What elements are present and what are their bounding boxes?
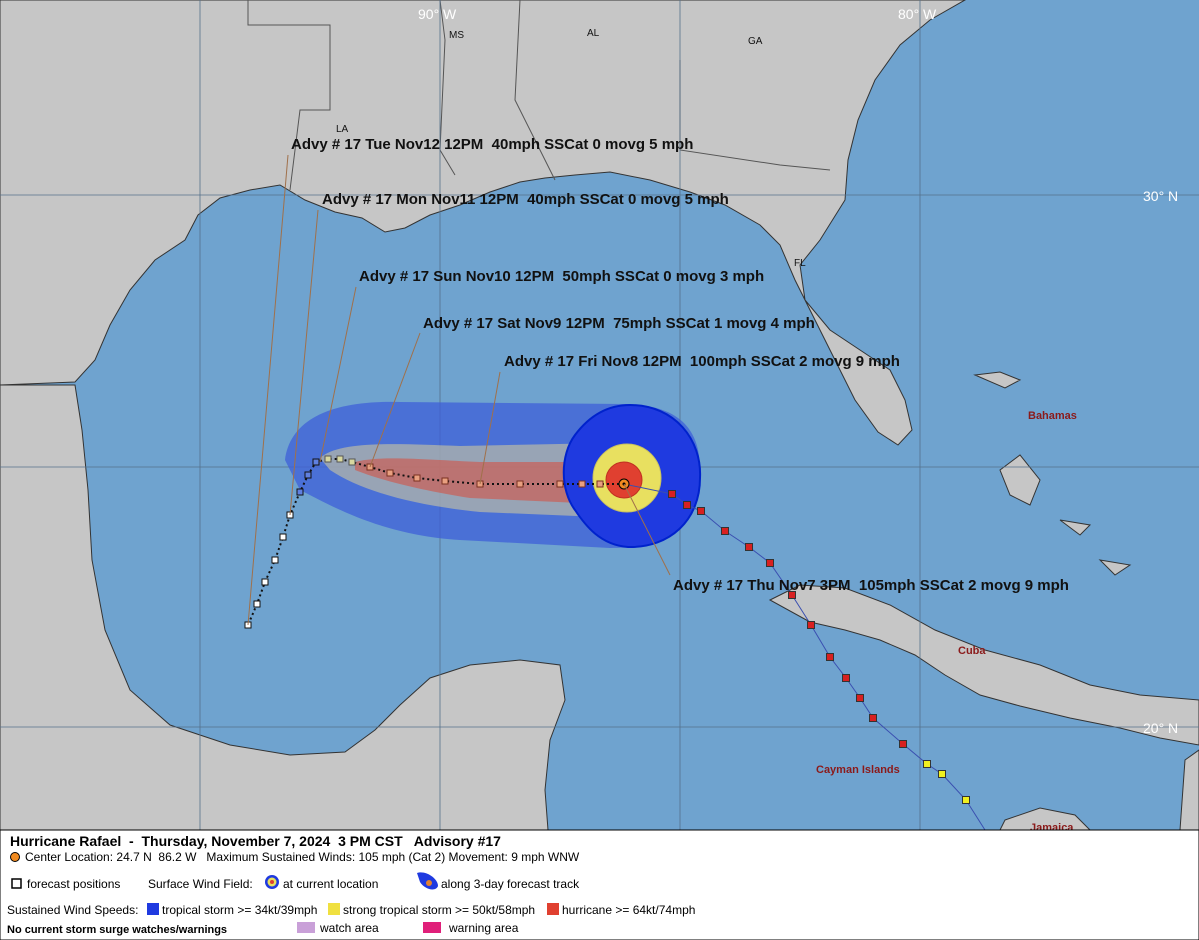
forecast-position xyxy=(279,533,287,541)
legend-panel xyxy=(0,829,1199,940)
lon-label: 80° W xyxy=(898,6,937,22)
hispaniola xyxy=(1179,749,1199,831)
lat-label: 30° N xyxy=(1143,188,1178,204)
past-position xyxy=(683,501,691,509)
legend-swatch xyxy=(547,903,559,915)
legend-text: hurricane >= 64kt/74mph xyxy=(562,903,695,917)
forecast-position xyxy=(556,480,564,488)
past-position xyxy=(856,694,864,702)
advisory-label: Advy # 17 Mon Nov11 12PM 40mph SSCat 0 m… xyxy=(322,191,729,208)
legend-text: warning area xyxy=(448,921,519,935)
forecast-position xyxy=(296,488,304,496)
legend-text: tropical storm >= 34kt/39mph xyxy=(162,903,317,917)
past-position xyxy=(766,559,774,567)
state-label: MS xyxy=(449,30,464,41)
legend-text: along 3-day forecast track xyxy=(441,877,580,891)
legend-text: forecast positions xyxy=(27,877,120,891)
legend-text: watch area xyxy=(319,921,379,935)
bahamas xyxy=(973,371,1132,576)
state-label: AL xyxy=(587,28,600,39)
forecast-position xyxy=(413,474,421,482)
past-position xyxy=(899,740,907,748)
forecast-position xyxy=(261,578,269,586)
state-label: LA xyxy=(336,124,349,135)
state-label: FL xyxy=(794,258,806,269)
forecast-position xyxy=(386,469,394,477)
state-border xyxy=(247,0,831,191)
legend-text: strong tropical storm >= 50kt/58mph xyxy=(343,903,535,917)
advisory-label: Advy # 17 Sun Nov10 12PM 50mph SSCat 0 m… xyxy=(359,268,764,285)
legend-text: Surface Wind Field: xyxy=(148,877,253,891)
legend-center: Center Location: 24.7 N 86.2 W Maximum S… xyxy=(25,850,580,864)
cuba xyxy=(768,584,1199,746)
legend-center-icon xyxy=(10,852,20,862)
advisory-label: Advy # 17 Thu Nov7 3PM 105mph SSCat 2 mo… xyxy=(673,577,1069,594)
forecast-position xyxy=(312,458,320,466)
forecast-position xyxy=(596,480,604,488)
lon-label: 90° W xyxy=(418,6,457,22)
jamaica xyxy=(999,807,1092,831)
place-label: Cayman Islands xyxy=(816,764,900,776)
forecast-position xyxy=(336,455,344,463)
lat-label: 20° N xyxy=(1143,720,1178,736)
past-position xyxy=(745,543,753,551)
legend-icon xyxy=(426,880,432,886)
legend-text: at current location xyxy=(283,877,378,891)
advisory-label: Advy # 17 Fri Nov8 12PM 100mph SSCat 2 m… xyxy=(504,353,900,370)
legend-swatch xyxy=(147,903,159,915)
legend-icon xyxy=(270,880,274,884)
forecast-position xyxy=(441,477,449,485)
past-position xyxy=(923,760,931,768)
forecast-position xyxy=(253,600,261,608)
past-position xyxy=(668,490,676,498)
forecast-position xyxy=(516,480,524,488)
leader-lines xyxy=(247,154,671,626)
forecast-position xyxy=(578,480,586,488)
place-label: Cuba xyxy=(958,645,986,657)
mexico-land xyxy=(0,384,566,831)
past-position xyxy=(788,591,796,599)
legend-swatch xyxy=(423,922,441,933)
past-position xyxy=(826,653,834,661)
past-position xyxy=(869,714,877,722)
legend-text: Sustained Wind Speeds: xyxy=(7,903,138,917)
us-land xyxy=(0,0,967,446)
legend-swatch xyxy=(297,922,315,933)
past-position xyxy=(842,674,850,682)
past-position xyxy=(807,621,815,629)
forecast-position xyxy=(304,471,312,479)
past-position xyxy=(938,770,946,778)
past-position xyxy=(697,507,705,515)
legend-title: Hurricane Rafael - Thursday, November 7,… xyxy=(10,833,501,849)
legend-swatch xyxy=(328,903,340,915)
past-position xyxy=(721,527,729,535)
forecast-position xyxy=(271,556,279,564)
state-label: GA xyxy=(748,36,763,47)
advisory-label: Advy # 17 Sat Nov9 12PM 75mph SSCat 1 mo… xyxy=(423,315,815,332)
past-position xyxy=(962,796,970,804)
advisory-label: Advy # 17 Tue Nov12 12PM 40mph SSCat 0 m… xyxy=(291,136,693,153)
forecast-position xyxy=(348,458,356,466)
forecast-position xyxy=(324,455,332,463)
legend-text: No current storm surge watches/warnings xyxy=(7,924,227,936)
legend-forecast-icon xyxy=(11,878,22,889)
place-label: Bahamas xyxy=(1028,410,1077,422)
